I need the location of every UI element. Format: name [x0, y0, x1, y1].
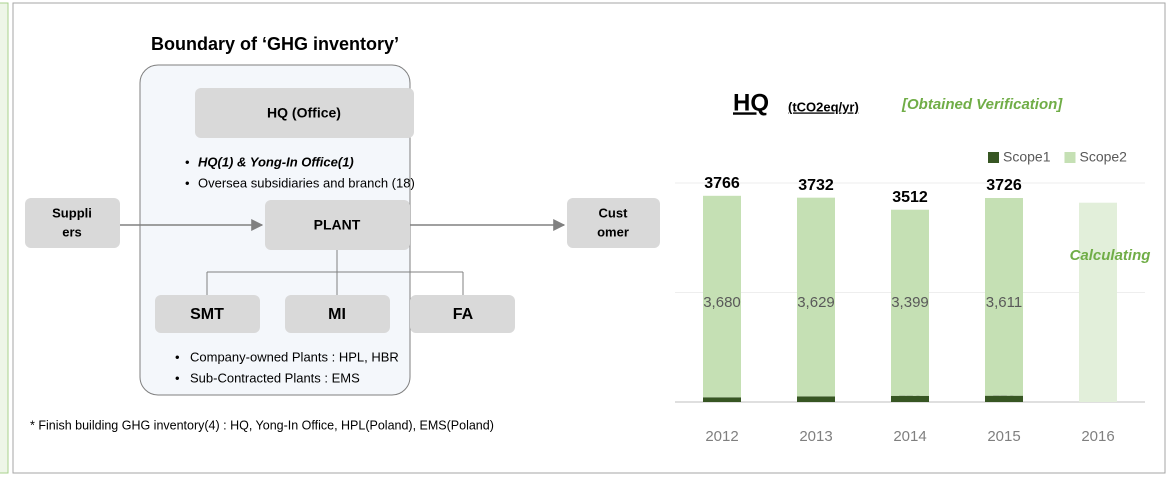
chart-subtitle: (tCO2eq/yr)	[788, 99, 859, 114]
total-label: 3732	[798, 177, 834, 194]
bar-segment	[891, 209, 929, 396]
bar-segment	[985, 198, 1023, 396]
suppliers-label: Suppli	[52, 205, 92, 220]
bar-segment	[797, 396, 835, 402]
legend-label: Scope2	[1079, 149, 1127, 165]
side-panel	[0, 2, 9, 474]
legend-swatch	[1064, 152, 1076, 163]
bullet: •	[175, 370, 180, 385]
suppliers-label: ers	[62, 224, 82, 239]
plant-bullet: Sub-Contracted Plants : EMS	[190, 370, 360, 385]
footnote: * Finish building GHG inventory(4) : HQ,…	[30, 418, 494, 432]
plant-box	[265, 200, 410, 250]
bar-segment	[703, 397, 741, 402]
bullet: •	[185, 175, 190, 190]
customer-label: omer	[597, 224, 629, 239]
pending-bar	[1079, 202, 1117, 402]
bar-segment	[985, 395, 1023, 402]
bullet: •	[185, 154, 190, 169]
x-tick-label: 2014	[893, 428, 926, 445]
hq-bullet: HQ(1) & Yong-In Office(1)	[198, 154, 354, 169]
customer-box	[567, 198, 660, 248]
hq-label: HQ (Office)	[267, 105, 341, 121]
connector	[206, 250, 464, 295]
unit-box	[155, 295, 260, 333]
plant-label: PLANT	[314, 217, 361, 233]
unit-label: SMT	[190, 306, 224, 323]
suppliers-box	[25, 198, 120, 248]
unit-label: MI	[328, 306, 346, 323]
x-tick-label: 2016	[1081, 428, 1114, 445]
total-label: 3726	[986, 177, 1022, 194]
chart-title: HQ	[733, 89, 769, 116]
total-label: 3766	[704, 175, 740, 192]
unit-box	[285, 295, 390, 333]
frame	[12, 2, 1166, 474]
hq-bullet: Oversea subsidiaries and branch (18)	[198, 175, 415, 190]
total-label: 3512	[892, 189, 928, 206]
x-tick-label: 2012	[705, 428, 738, 445]
x-tick-label: 2015	[987, 428, 1020, 445]
customer-label: Cust	[599, 205, 629, 220]
x-tick-label: 2013	[799, 428, 832, 445]
data-label: 3,680	[703, 294, 741, 311]
diagram-title: Boundary of ‘GHG inventory’	[151, 34, 399, 54]
data-label: 3,399	[891, 294, 929, 311]
bar-segment	[797, 197, 835, 397]
chart: Scope1Scope22012863,680376620131033,6293…	[675, 149, 1150, 445]
data-label: 3,611	[986, 294, 1022, 311]
legend-label: Scope1	[1003, 149, 1051, 165]
bar-segment	[703, 195, 741, 398]
bar-segment	[891, 395, 929, 402]
legend-swatch	[988, 152, 999, 163]
unit-label: FA	[453, 306, 474, 323]
plant-bullet: Company-owned Plants : HPL, HBR	[190, 349, 399, 364]
hq-box	[195, 88, 414, 138]
data-label: 3,629	[797, 294, 835, 311]
chart-annotation: [Obtained Verification]	[901, 96, 1063, 113]
unit-box	[410, 295, 515, 333]
bullet: •	[175, 349, 180, 364]
pending-label: Calculating	[1070, 247, 1151, 264]
